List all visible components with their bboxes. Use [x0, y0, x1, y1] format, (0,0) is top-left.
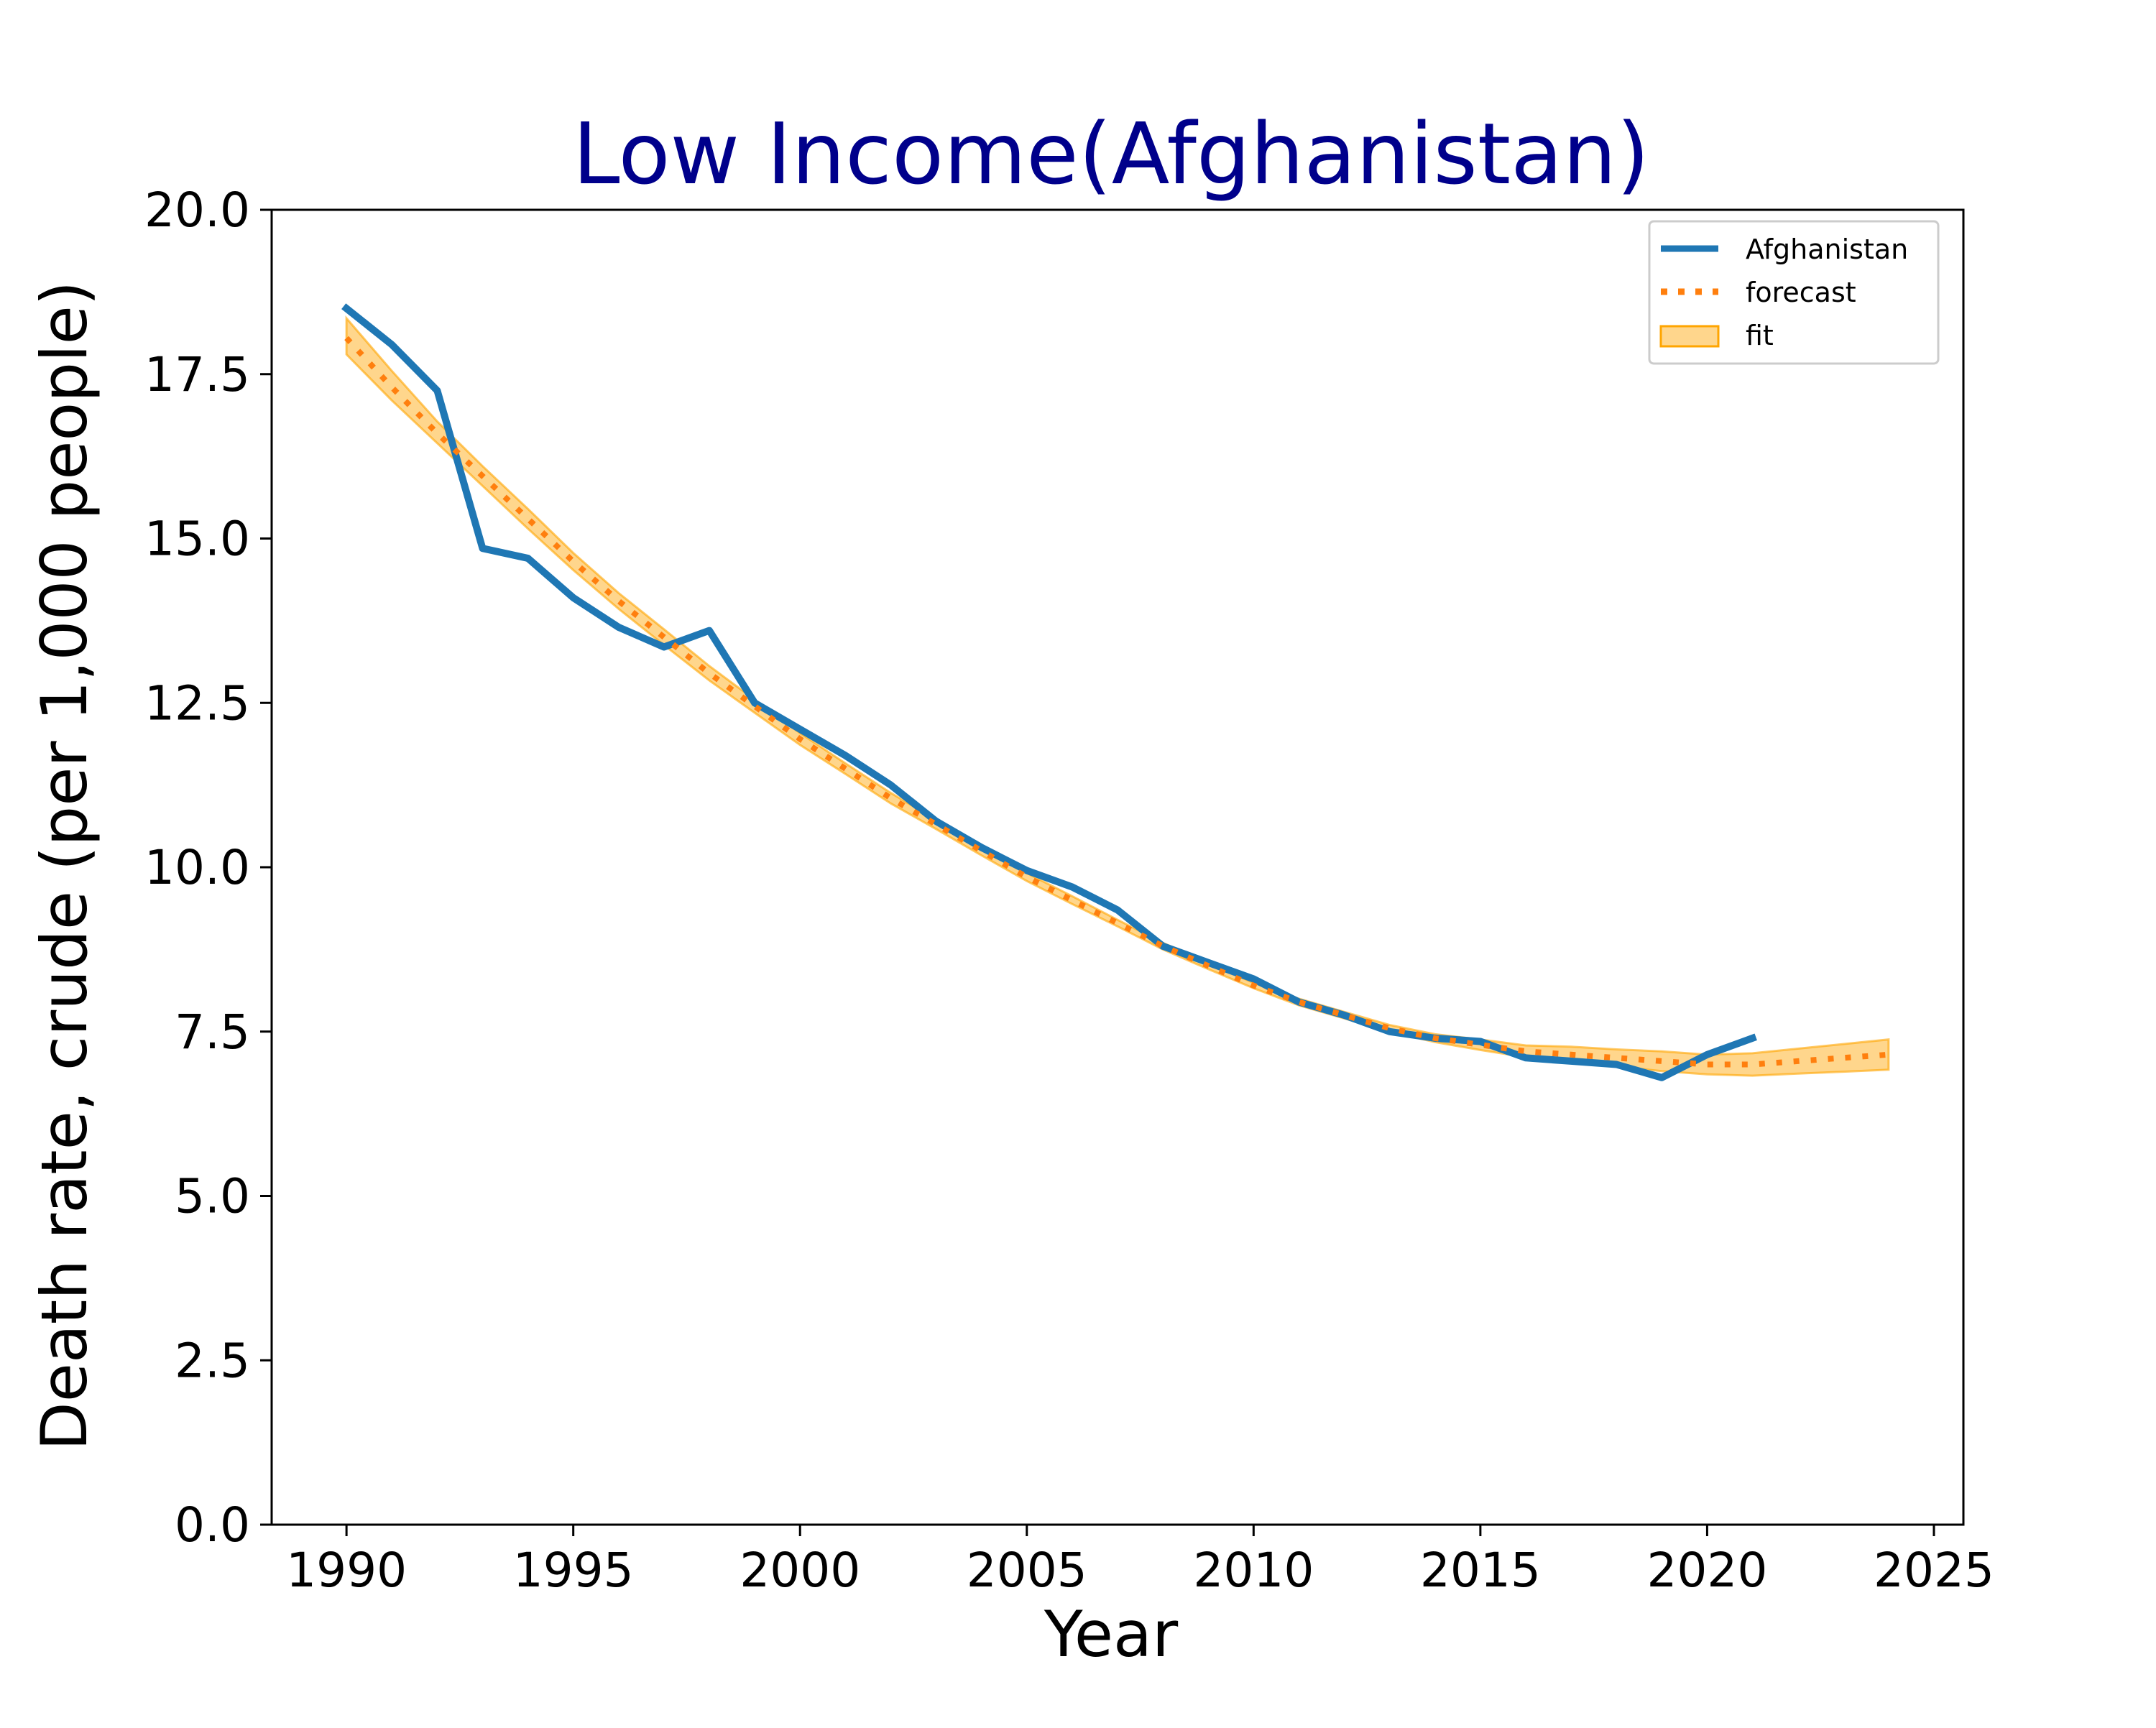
legend-frame: [1648, 220, 1940, 365]
x-tick-label: 2000: [740, 1543, 860, 1598]
plot-area: [341, 303, 1890, 1081]
y-tick-label: 12.5: [144, 675, 250, 731]
x-tick-label: 2005: [967, 1543, 1087, 1598]
y-tick-label: 15.0: [144, 512, 250, 567]
y-tick-label: 10.0: [144, 840, 250, 895]
x-tick-label: 2020: [1646, 1543, 1767, 1598]
y-tick-label: 7.5: [175, 1004, 250, 1060]
legend: Afghanistan forecast fit: [1648, 220, 1940, 365]
x-tick-label: 2010: [1193, 1543, 1314, 1598]
legend-label-forecast: forecast: [1746, 277, 1856, 308]
x-tick-label: 2015: [1420, 1543, 1541, 1598]
legend-label-afghanistan: Afghanistan: [1746, 234, 1908, 265]
x-tick-label: 2025: [1874, 1543, 1994, 1598]
y-tick-label: 5.0: [175, 1169, 250, 1224]
x-axis-label: Year: [1044, 1597, 1179, 1671]
series-line-afghanistan: [341, 303, 1757, 1081]
x-tick-label: 1995: [513, 1543, 634, 1598]
y-tick-label: 20.0: [144, 182, 250, 238]
legend-label-fit: fit: [1746, 320, 1774, 351]
x-tick-label: 1990: [286, 1543, 407, 1598]
y-axis-label: Death rate, crude (per 1,000 people): [27, 281, 101, 1451]
y-tick-label: 0.0: [175, 1497, 250, 1553]
axes: 1990 1995 2000 2005 2010 2015 2020 2025 0.0 2.5 5.…: [144, 182, 1994, 1598]
y-tick-label: 17.5: [144, 347, 250, 402]
chart-title: Low Income(Afghanistan): [573, 104, 1650, 203]
legend-swatch-fit: [1659, 325, 1720, 348]
y-tick-label: 2.5: [175, 1333, 250, 1388]
fit-band: [345, 315, 1890, 1077]
